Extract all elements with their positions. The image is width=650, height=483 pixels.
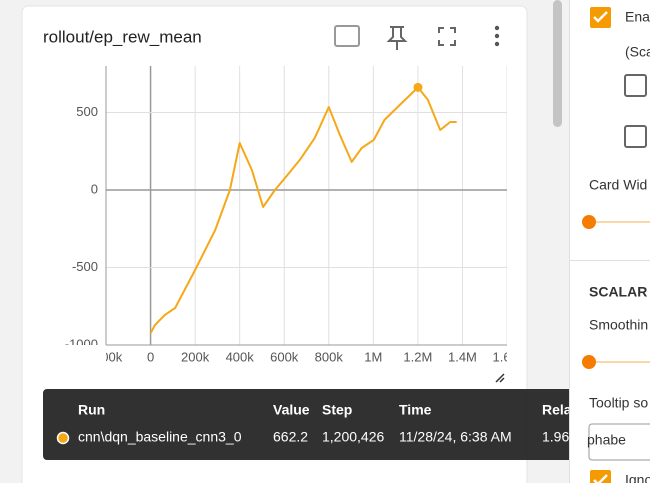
y-tick-label: 500 bbox=[76, 104, 98, 119]
x-tick-label: 1M bbox=[364, 349, 382, 364]
x-tick-label: 400k bbox=[226, 349, 255, 364]
menu-icon[interactable] bbox=[494, 25, 500, 47]
y-tick-label: -1000 bbox=[65, 336, 98, 351]
tooltip-cell: 662.2 bbox=[273, 429, 308, 445]
slider-thumb[interactable] bbox=[582, 215, 596, 229]
tooltip-header: Step bbox=[322, 402, 352, 418]
x-tick-label: 200k bbox=[181, 349, 210, 364]
slider-track bbox=[589, 221, 650, 223]
tooltip-header: Run bbox=[78, 402, 105, 418]
tooltip-cell: 1,200,426 bbox=[322, 429, 384, 445]
checkbox[interactable] bbox=[624, 74, 647, 97]
tooltip-cell: cnn\dqn_baseline_cnn3_0 bbox=[78, 429, 242, 445]
tooltip-header: Time bbox=[399, 402, 432, 418]
sidebar-label: Igno bbox=[625, 472, 650, 483]
sidebar bbox=[570, 0, 650, 483]
tooltip bbox=[43, 389, 625, 460]
sidebar-label: Ena bbox=[625, 9, 650, 25]
card bbox=[21, 5, 528, 483]
hover-point bbox=[413, 82, 423, 92]
sidebar-label: Card Wid bbox=[589, 177, 647, 193]
checkbox[interactable] bbox=[624, 125, 647, 148]
tooltip-header: Value bbox=[273, 402, 310, 418]
check bbox=[593, 474, 608, 483]
x-labels: -200k 0 200k 400k 600k 800k 1M 1.2M 1.4M 1.6M bbox=[90, 349, 522, 364]
sidebar-label: Tooltip so bbox=[589, 395, 648, 411]
toolbar bbox=[334, 25, 500, 50]
x-tick-label: 1.4M bbox=[448, 349, 477, 364]
sidebar-label: Smoothin bbox=[589, 317, 648, 333]
pin-icon[interactable] bbox=[386, 26, 408, 50]
fit-icon[interactable] bbox=[334, 25, 360, 47]
fullscreen-icon[interactable] bbox=[438, 27, 456, 46]
tooltip-cell: 11/28/24, 6:38 AM bbox=[399, 429, 512, 445]
sidebar-border bbox=[569, 0, 570, 483]
slider-thumb[interactable] bbox=[582, 355, 596, 369]
x-tick-label: 600k bbox=[270, 349, 299, 364]
slider-track bbox=[589, 361, 650, 363]
x-tick-label: 800k bbox=[315, 349, 344, 364]
divider bbox=[570, 260, 650, 261]
y-tick-label: 0 bbox=[91, 181, 98, 196]
check bbox=[593, 11, 608, 23]
x-tick-label: 0 bbox=[147, 349, 154, 364]
dropdown[interactable] bbox=[588, 423, 650, 461]
sidebar-label: (Sca bbox=[625, 44, 650, 60]
resize-handle[interactable] bbox=[495, 373, 505, 383]
dropdown-value: phabe bbox=[587, 432, 626, 448]
x-tick-label: -200k bbox=[90, 349, 123, 364]
scrollbar[interactable] bbox=[553, 0, 562, 127]
section-title: SCALAR bbox=[589, 284, 647, 300]
x-tick-label: 1.2M bbox=[403, 349, 432, 364]
run-color-dot bbox=[56, 431, 70, 445]
y-labels: -1000 -500 0 500 bbox=[65, 104, 98, 351]
x-tick-label: 1.6M bbox=[493, 349, 522, 364]
plot: -1000 -500 0 500 -200k 0 200k 400k 600k 800k 1M 1.2… bbox=[65, 66, 522, 364]
card-title: rollout/ep_rew_mean bbox=[43, 27, 202, 46]
y-tick-label: -500 bbox=[72, 259, 98, 274]
